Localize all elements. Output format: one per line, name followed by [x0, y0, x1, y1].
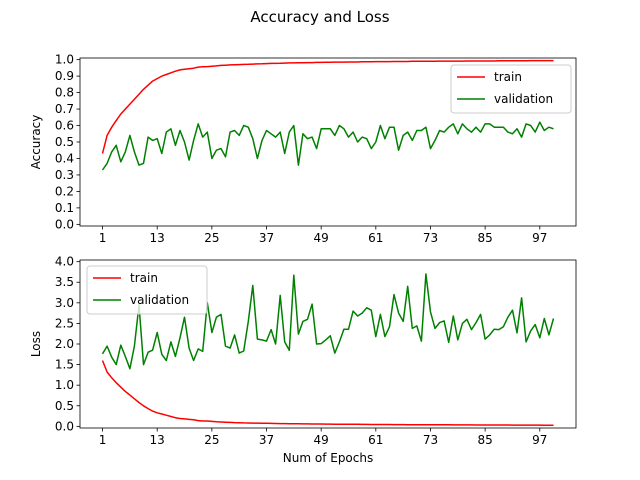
- loss-chart: 1 13 25 37 49 61 73 85 97 0.0 0.5 1.0 1.5 2.0 2.5 3.0 3.…: [29, 255, 577, 465]
- y-tick-label: 0.0: [55, 419, 74, 433]
- x-tick-label: 73: [423, 231, 438, 245]
- y-tick-label: 0.9: [55, 69, 74, 83]
- y-tick-label: 0.5: [55, 135, 74, 149]
- y-tick-label: 0.3: [55, 168, 74, 182]
- y-tick-label: 1.5: [55, 358, 74, 372]
- y-tick-label: 0.0: [55, 217, 74, 231]
- y-tick-label: 1.0: [55, 378, 74, 392]
- y-tick-label: 2.0: [55, 337, 74, 351]
- y-tick-label: 4.0: [55, 255, 74, 269]
- x-tick-label: 73: [423, 433, 438, 447]
- x-tick-label: 13: [150, 433, 165, 447]
- y-axis-label: Accuracy: [29, 115, 43, 170]
- x-axis-label: Num of Epochs: [283, 451, 373, 465]
- legend-label-validation: validation: [494, 92, 553, 106]
- x-tick-label: 1: [99, 231, 107, 245]
- series-line-train: [101, 360, 554, 426]
- y-tick-label: 0.7: [55, 102, 74, 116]
- x-tick-label: 85: [477, 433, 492, 447]
- legend: train validation: [450, 64, 572, 114]
- y-tick-label: 0.2: [55, 184, 74, 198]
- y-tick-label: 0.5: [55, 399, 74, 413]
- y-tick-label: 0.6: [55, 119, 74, 133]
- x-tick-label: 61: [368, 433, 383, 447]
- y-tick-label: 0.8: [55, 86, 74, 100]
- y-tick-label: 1.0: [55, 53, 74, 67]
- x-tick-label: 85: [477, 231, 492, 245]
- x-tick-label: 25: [204, 231, 219, 245]
- legend-label-train: train: [130, 271, 158, 285]
- x-tick-label: 25: [204, 433, 219, 447]
- legend-label-train: train: [494, 70, 522, 84]
- x-tick-label: 61: [368, 231, 383, 245]
- legend-label-validation: validation: [130, 293, 189, 307]
- series-line-validation: [101, 121, 554, 171]
- x-tick-label: 97: [532, 433, 547, 447]
- accuracy-chart: 1 13 25 37 49 61 73 85 97 0.0 0.1 0.2 0.3 0.4 0.5 0.6 0.…: [29, 53, 577, 245]
- y-tick-label: 0.1: [55, 201, 74, 215]
- x-tick-label: 97: [532, 231, 547, 245]
- x-tick-label: 13: [150, 231, 165, 245]
- y-tick-label: 0.4: [55, 151, 74, 165]
- x-tick-label: 37: [259, 433, 274, 447]
- y-tick-label: 3.5: [55, 275, 74, 289]
- series-line-train: [101, 59, 554, 154]
- x-tick-label: 49: [314, 231, 329, 245]
- legend: train validation: [86, 265, 208, 315]
- figure-title: Accuracy and Loss: [250, 8, 389, 26]
- y-tick-label: 2.5: [55, 316, 74, 330]
- x-tick-label: 49: [314, 433, 329, 447]
- x-tick-label: 37: [259, 231, 274, 245]
- series-line-validation: [101, 273, 555, 370]
- y-axis-label: Loss: [29, 331, 43, 357]
- x-tick-label: 1: [99, 433, 107, 447]
- y-tick-label: 3.0: [55, 296, 74, 310]
